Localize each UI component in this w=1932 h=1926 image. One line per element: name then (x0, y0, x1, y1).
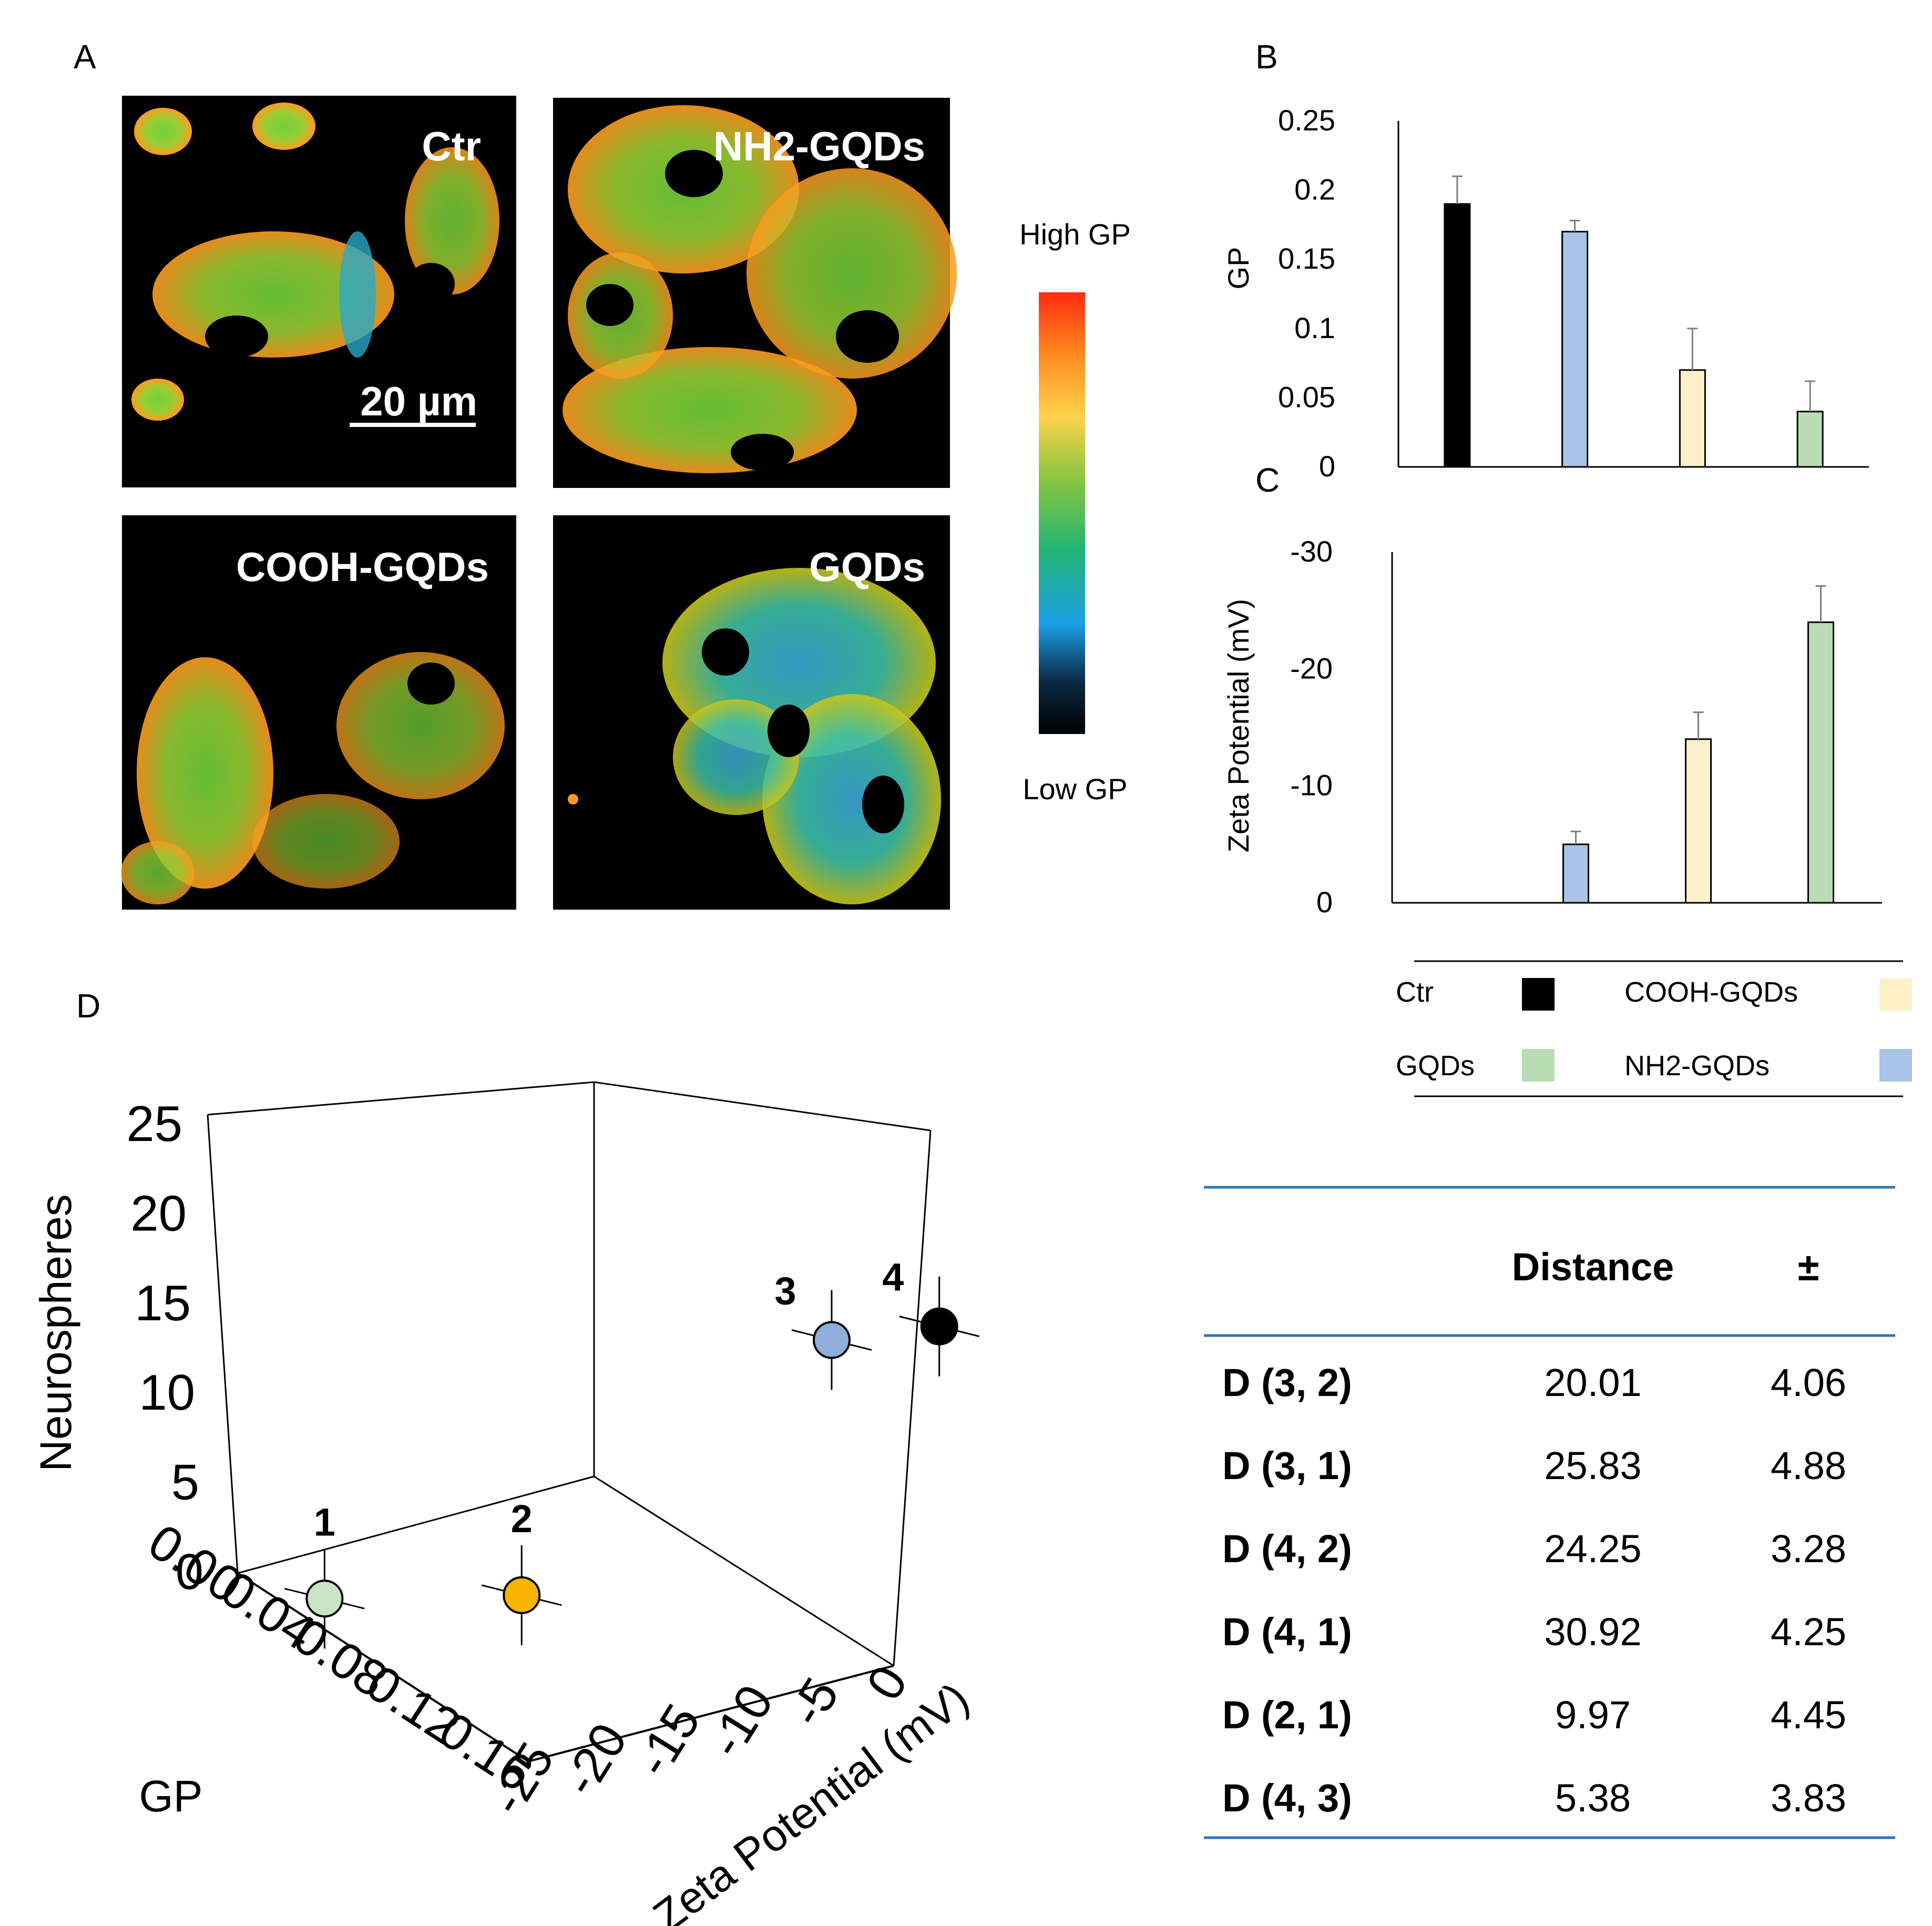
table-row-label: D (2, 1) (1222, 1693, 1352, 1737)
y-tick-label: -20 (551, 1714, 638, 1805)
y-tick-label: 0 (1319, 450, 1335, 483)
panel-letter-a: A (74, 38, 96, 76)
table-row-label: D (4, 3) (1222, 1776, 1352, 1820)
table-cell-distance: 25.83 (1544, 1444, 1641, 1487)
table-cell-distance: 30.92 (1544, 1610, 1641, 1654)
top-right-edge (594, 1081, 931, 1132)
data-point-2 (503, 1576, 541, 1614)
neurospheres-3d-scatter: 0510152025Neurospheres0.000.040.080.120.… (31, 1081, 980, 1926)
bar-nh2-gqds (1562, 843, 1589, 904)
right-vertical-edge (893, 1130, 932, 1666)
y-tick-label: 0.1 (1294, 311, 1335, 344)
table-row-label: D (3, 2) (1222, 1361, 1352, 1404)
table-cell-distance: 9.97 (1555, 1693, 1631, 1737)
gp-axis-line (237, 1572, 529, 1762)
image-label-ctr: Ctr (422, 123, 481, 169)
data-point-3 (812, 1321, 851, 1359)
bar-gqds (1807, 621, 1834, 904)
legend-label-gqds: GQDs (1396, 1050, 1475, 1082)
z-tick-label: 10 (139, 1364, 195, 1421)
point-label-2: 2 (511, 1497, 533, 1541)
y-axis-label: GP (1222, 247, 1255, 290)
micrograph-nh2-gqds (553, 98, 957, 488)
table-cell-pm: 4.45 (1771, 1693, 1846, 1737)
z-tick-label: 20 (130, 1185, 187, 1241)
table-cell-distance: 20.01 (1544, 1361, 1641, 1404)
y-tick-label: 0 (1316, 885, 1333, 919)
colorbar-low-label: Low GP (1023, 772, 1127, 806)
y-tick-label: -15 (625, 1695, 711, 1786)
table-row-label: D (3, 1) (1222, 1444, 1352, 1487)
distance-table: Distance ± D (3, 2) 20.01 4.06 D (3, 1) 25.83 4… (1204, 1186, 1895, 1839)
y-tick-label: -30 (1290, 535, 1333, 568)
micrograph-cooh-gqds (121, 515, 516, 910)
z-tick-label: 0 (176, 1544, 203, 1600)
bar-cooh-gqds (1685, 738, 1712, 904)
y-tick-label: -20 (1290, 651, 1333, 685)
micrograph-ctr (122, 96, 516, 487)
micrograph-gqds (553, 515, 950, 910)
legend-swatch-cooh-gqds (1879, 978, 1912, 1011)
table-cell-distance: 5.38 (1555, 1776, 1631, 1820)
bar-gqds (1796, 411, 1824, 468)
floor-back-edge (237, 1475, 595, 1574)
legend-swatch-ctr (1522, 978, 1555, 1011)
legend-label-nh2-gqds: NH2-GQDs (1624, 1050, 1770, 1082)
y-tick-label: 0.25 (1278, 104, 1335, 137)
table-cell-pm: 3.28 (1771, 1527, 1846, 1571)
table-row-label: D (4, 1) (1222, 1610, 1352, 1654)
data-point-4 (920, 1307, 958, 1346)
point-label-4: 4 (882, 1256, 904, 1299)
data-point-1 (305, 1579, 344, 1618)
z-axis-label: Neurospheres (31, 1194, 80, 1472)
y-tick-label: 0.05 (1278, 380, 1335, 413)
gp-bar-chart: 0 0.05 0.1 0.15 0.2 0.25 GP (1222, 104, 1869, 483)
floor-right-edge (594, 1475, 894, 1667)
y-tick-label: -5 (778, 1668, 850, 1736)
table-cell-pm: 4.88 (1771, 1444, 1846, 1487)
y-tick-label: -10 (1290, 769, 1333, 802)
y-tick-label: -10 (698, 1675, 784, 1767)
top-back-edge (207, 1081, 595, 1116)
z-tick-label: 15 (135, 1275, 191, 1331)
legend-swatch-gqds (1522, 1049, 1555, 1082)
point-label-1: 1 (314, 1500, 335, 1544)
panel-letter-d: D (76, 987, 100, 1025)
y-tick-label: 0.15 (1278, 242, 1335, 275)
zeta-bar-chart: 0 -10 -20 -30 Zeta Potential (mV) (1222, 535, 1882, 919)
legend-label-cooh-gqds: COOH-GQDs (1624, 976, 1798, 1008)
z-axis-line (207, 1114, 239, 1574)
z-tick-label: 5 (171, 1454, 199, 1511)
bar-ctr (1444, 203, 1471, 468)
bar-cooh-gqds (1679, 369, 1706, 468)
table-cell-pm: 4.25 (1771, 1610, 1846, 1654)
legend-swatch-nh2-gqds (1879, 1049, 1912, 1082)
bar-nh2-gqds (1561, 231, 1589, 468)
colorbar-high-label: High GP (1019, 218, 1131, 251)
table-header-pm: ± (1798, 1245, 1819, 1289)
table-cell-pm: 3.83 (1771, 1776, 1846, 1820)
panel-letter-b: B (1255, 38, 1278, 76)
zeta-axis-line (528, 1665, 894, 1762)
gp-colorbar (1039, 292, 1085, 734)
table-cell-distance: 24.25 (1544, 1527, 1641, 1571)
image-label-nh2-gqds: NH2-GQDs (713, 123, 925, 169)
table-cell-pm: 4.06 (1771, 1361, 1846, 1404)
table-header-distance: Distance (1512, 1245, 1674, 1289)
panel-letter-c: C (1255, 461, 1280, 499)
y-tick-label: 0.2 (1294, 173, 1335, 206)
z-tick-label: 25 (126, 1096, 182, 1152)
point-label-3: 3 (774, 1269, 796, 1313)
scale-bar-label: 20 µm (360, 378, 477, 424)
image-label-gqds: GQDs (809, 544, 925, 590)
y-axis-label: Zeta Potential (mV) (1222, 599, 1255, 852)
x-axis-label: GP (139, 1771, 202, 1821)
legend-label-ctr: Ctr (1396, 976, 1434, 1008)
bar-legend: Ctr COOH-GQDs GQDs NH2-GQDs (1396, 960, 1912, 1097)
image-label-cooh-gqds: COOH-GQDs (236, 544, 489, 590)
table-row-label: D (4, 2) (1222, 1527, 1352, 1571)
